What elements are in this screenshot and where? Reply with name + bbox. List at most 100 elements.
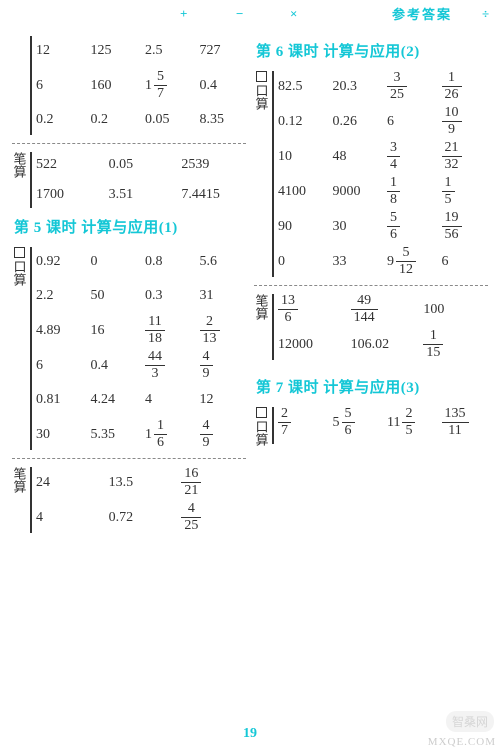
value-cell: 0.4	[200, 78, 249, 94]
value-cell: 30	[36, 427, 85, 443]
sect6-kousuan-grid: 82.520.33251260.120.26610910483421324100…	[278, 69, 490, 279]
fraction: 109	[442, 106, 462, 137]
value-cell: 90	[278, 219, 327, 235]
kousuan-label: 口算	[10, 245, 28, 452]
sect5-bisuan-block: 笔算 2413.5162140.72425	[10, 465, 248, 535]
bisuan-label: 笔算	[10, 465, 28, 535]
sect5-kousuan-grid: 0.9200.85.62.2500.3314.8916111821360.444…	[36, 245, 248, 452]
value-cell: 0.72	[109, 510, 176, 526]
fraction: 49	[200, 350, 213, 381]
fraction: 325	[387, 71, 407, 102]
section-6-title: 第 6 课时 计算与应用(2)	[256, 40, 490, 61]
vertical-divider	[30, 467, 32, 533]
top-kousuan-grid: 121252.572761601570.40.20.20.058.35	[36, 34, 248, 137]
grid-row: 2413.51621	[36, 465, 248, 500]
value-cell: 9512	[387, 246, 436, 277]
grid-row: 1700 3.51 7.4415	[36, 180, 248, 210]
value-cell: 3.51	[109, 187, 176, 203]
fraction: 49	[200, 419, 213, 450]
value-cell: 9000	[333, 184, 382, 200]
grid-row: 12 125 2.5 727	[36, 34, 248, 68]
value-cell: 12	[36, 43, 85, 59]
value-cell: 109	[442, 106, 491, 137]
value-cell: 34	[387, 141, 436, 172]
grid-row: 61601570.4	[36, 68, 248, 103]
value-cell: 6	[442, 254, 491, 270]
kousuan-label: 口算	[252, 405, 270, 446]
value-cell: 0	[278, 254, 327, 270]
grid-row: 2.2500.331	[36, 279, 248, 313]
fraction: 213	[200, 315, 220, 346]
page-number: 19	[0, 726, 500, 742]
fraction: 49144	[351, 294, 378, 325]
value-cell: 157	[145, 70, 194, 101]
value-cell: 522	[36, 157, 103, 173]
value-cell: 15	[442, 176, 491, 207]
value-cell: 2.5	[145, 43, 194, 59]
value-cell: 4	[36, 510, 103, 526]
value-cell: 1700	[36, 187, 103, 203]
fraction: 1621	[181, 467, 201, 498]
dash-separator	[12, 458, 246, 459]
value-cell: 116	[145, 419, 194, 450]
fraction: 25	[402, 407, 415, 438]
divide-icon: ÷	[482, 6, 489, 22]
value-cell: 126	[442, 71, 491, 102]
sect5-bisuan-grid: 2413.5162140.72425	[36, 465, 248, 535]
value-cell: 0.2	[91, 112, 140, 128]
value-cell: 0.05	[145, 112, 194, 128]
fraction: 2132	[442, 141, 462, 172]
value-cell: 1118	[145, 315, 194, 346]
value-cell: 213	[200, 315, 249, 346]
value-cell: 56	[387, 211, 436, 242]
value-cell: 125	[91, 43, 140, 59]
page-header-title: 参考答案	[392, 4, 452, 23]
fraction: 27	[278, 407, 291, 438]
value-cell: 325	[387, 71, 436, 102]
left-column: 121252.572761601570.40.20.20.058.35 笔算 5…	[10, 34, 248, 718]
sect7-kousuan-block: 口算 27556112513511	[252, 405, 490, 446]
value-cell: 13.5	[109, 475, 176, 491]
plus-icon: +	[180, 6, 187, 22]
value-cell: 106.02	[351, 337, 418, 353]
box-icon	[256, 71, 267, 82]
fraction: 15	[442, 176, 455, 207]
grid-row: 27556112513511	[278, 405, 490, 440]
value-cell: 27	[278, 407, 327, 438]
grid-row: 30 5.35 11649	[36, 417, 248, 452]
value-cell: 4	[145, 392, 194, 408]
value-cell: 7.4415	[181, 187, 248, 203]
value-cell: 48	[333, 149, 382, 165]
kousuan-label: 口算	[252, 69, 270, 279]
section-5-title: 第 5 课时 计算与应用(1)	[14, 216, 248, 237]
value-cell: 727	[200, 43, 249, 59]
value-cell: 2132	[442, 141, 491, 172]
value-cell: 0.2	[36, 112, 85, 128]
top-bisuan-block: 笔算 5220.05253917003.517.4415	[10, 150, 248, 210]
value-cell: 2.2	[36, 288, 85, 304]
grid-row: 03395126	[278, 244, 490, 279]
watermark-domain: MXQE.COM	[428, 736, 496, 748]
value-cell: 0.4	[91, 358, 140, 374]
top-bisuan-grid: 5220.05253917003.517.4415	[36, 150, 248, 210]
fraction: 57	[154, 70, 167, 101]
value-cell: 1956	[442, 211, 491, 242]
value-cell: 12000	[278, 337, 345, 353]
grid-row: 4.89161118213	[36, 313, 248, 348]
value-cell: 82.5	[278, 79, 327, 95]
grid-row: 60.444349	[36, 348, 248, 383]
fraction: 443	[145, 350, 165, 381]
value-cell: 5.35	[91, 427, 140, 443]
grid-row: 0.20.20.058.35	[36, 103, 248, 137]
fraction: 115	[423, 329, 443, 360]
value-cell: 2539	[181, 157, 248, 173]
value-cell: 160	[91, 78, 140, 94]
value-cell: 1621	[181, 467, 248, 498]
value-cell: 425	[181, 502, 248, 533]
vertical-divider	[272, 71, 274, 277]
bisuan-label	[10, 34, 28, 137]
fraction: 16	[154, 419, 167, 450]
value-cell: 6	[387, 114, 436, 130]
vertical-divider	[272, 407, 274, 444]
value-cell: 49	[200, 350, 249, 381]
